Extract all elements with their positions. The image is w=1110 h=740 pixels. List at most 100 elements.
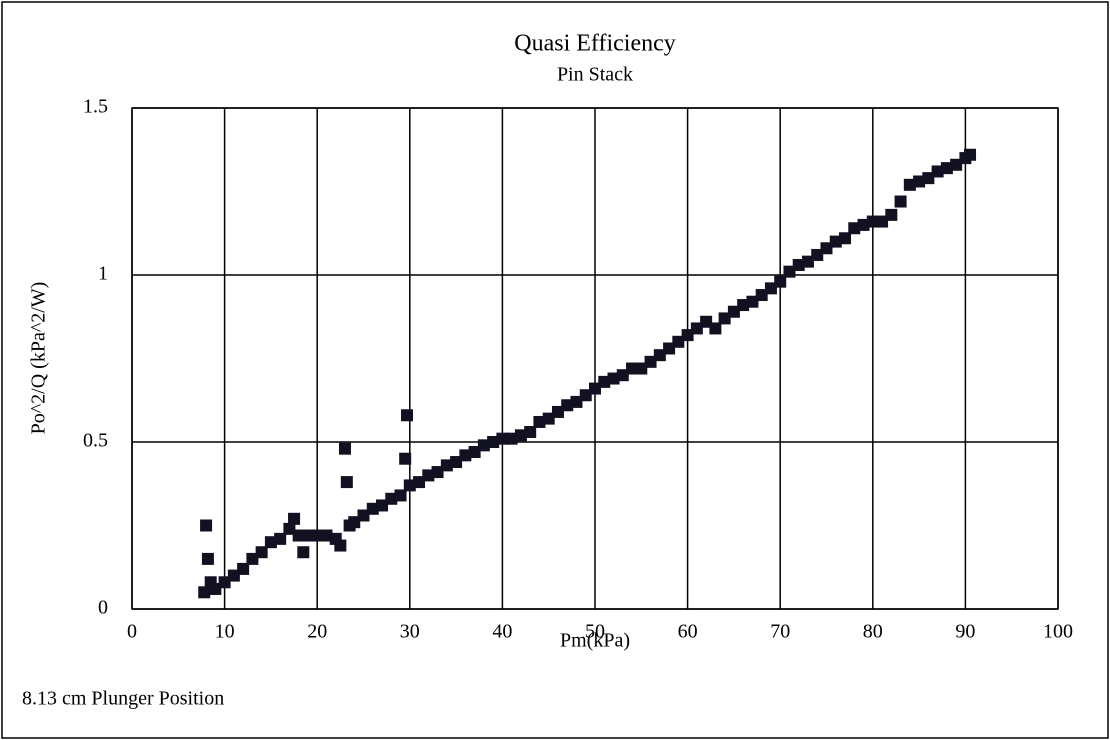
- point: [311, 529, 324, 542]
- x-tick-label: 20: [307, 621, 327, 643]
- annotation: 8.13 cm Plunger Position: [22, 688, 224, 710]
- point: [320, 529, 333, 542]
- point: [903, 178, 916, 191]
- point: [820, 242, 833, 255]
- point: [514, 429, 527, 442]
- point: [357, 509, 370, 522]
- y-tick-label: 0: [98, 597, 108, 619]
- point: [255, 546, 268, 559]
- point: [616, 369, 629, 382]
- point: [811, 248, 824, 261]
- point: [200, 519, 213, 532]
- point: [348, 516, 361, 529]
- point: [399, 452, 412, 465]
- point: [340, 476, 353, 489]
- point: [274, 532, 287, 545]
- point: [468, 446, 481, 459]
- chart-title: Quasi Efficiency: [514, 31, 676, 57]
- point: [964, 148, 977, 161]
- point: [607, 372, 620, 385]
- point: [950, 158, 963, 171]
- point: [653, 349, 666, 362]
- point: [774, 275, 787, 288]
- point: [524, 425, 537, 438]
- point: [690, 322, 703, 335]
- point: [857, 218, 870, 231]
- point: [663, 342, 676, 355]
- point: [801, 255, 814, 268]
- point: [755, 289, 768, 302]
- point: [201, 552, 214, 565]
- x-tick-label: 80: [863, 621, 883, 643]
- point: [913, 175, 926, 188]
- point: [297, 546, 310, 559]
- point: [635, 362, 648, 375]
- y-tick-label: 1: [98, 263, 108, 285]
- x-tick-label: 40: [492, 621, 512, 643]
- point: [746, 295, 759, 308]
- point: [292, 529, 305, 542]
- point: [848, 222, 861, 235]
- y-tick-label: 1.5: [83, 96, 108, 118]
- point: [301, 529, 314, 542]
- point: [237, 562, 250, 575]
- point: [709, 322, 722, 335]
- point: [839, 232, 852, 245]
- point: [246, 552, 259, 565]
- point: [940, 162, 953, 175]
- point: [496, 432, 509, 445]
- x-tick-label: 0: [127, 621, 137, 643]
- point: [626, 362, 639, 375]
- point: [700, 315, 713, 328]
- point: [931, 165, 944, 178]
- point: [922, 172, 935, 185]
- point: [283, 522, 296, 535]
- point: [459, 449, 472, 462]
- x-tick-label: 30: [400, 621, 420, 643]
- point: [551, 405, 564, 418]
- point: [227, 569, 240, 582]
- point: [401, 409, 414, 422]
- point: [366, 502, 379, 515]
- x-tick-label: 70: [770, 621, 790, 643]
- point: [264, 536, 277, 549]
- point: [394, 489, 407, 502]
- x-tick-label: 50: [585, 621, 605, 643]
- point: [727, 305, 740, 318]
- point: [334, 539, 347, 552]
- point: [288, 512, 301, 525]
- x-axis-label: Pm(kPa): [560, 630, 630, 652]
- point: [385, 492, 398, 505]
- point: [376, 499, 389, 512]
- point: [403, 479, 416, 492]
- point: [876, 215, 889, 228]
- point: [792, 258, 805, 271]
- point: [505, 432, 518, 445]
- point: [894, 195, 907, 208]
- chart-subtitle: Pin Stack: [557, 64, 633, 86]
- point: [644, 355, 657, 368]
- point: [885, 208, 898, 221]
- point: [561, 399, 574, 412]
- x-tick-label: 10: [215, 621, 235, 643]
- point: [440, 459, 453, 472]
- x-tick-label: 90: [955, 621, 975, 643]
- point: [413, 476, 426, 489]
- point: [487, 436, 500, 448]
- point: [718, 312, 731, 325]
- point: [218, 576, 231, 589]
- point: [783, 265, 796, 278]
- point: [338, 442, 351, 455]
- point: [764, 282, 777, 295]
- point: [450, 456, 463, 469]
- point: [589, 382, 601, 395]
- point: [737, 299, 750, 312]
- point: [579, 389, 592, 402]
- point: [422, 469, 435, 482]
- point: [672, 335, 685, 348]
- point: [570, 395, 583, 408]
- point: [431, 466, 444, 479]
- y-tick-label: 0.5: [83, 430, 108, 452]
- point: [829, 235, 842, 248]
